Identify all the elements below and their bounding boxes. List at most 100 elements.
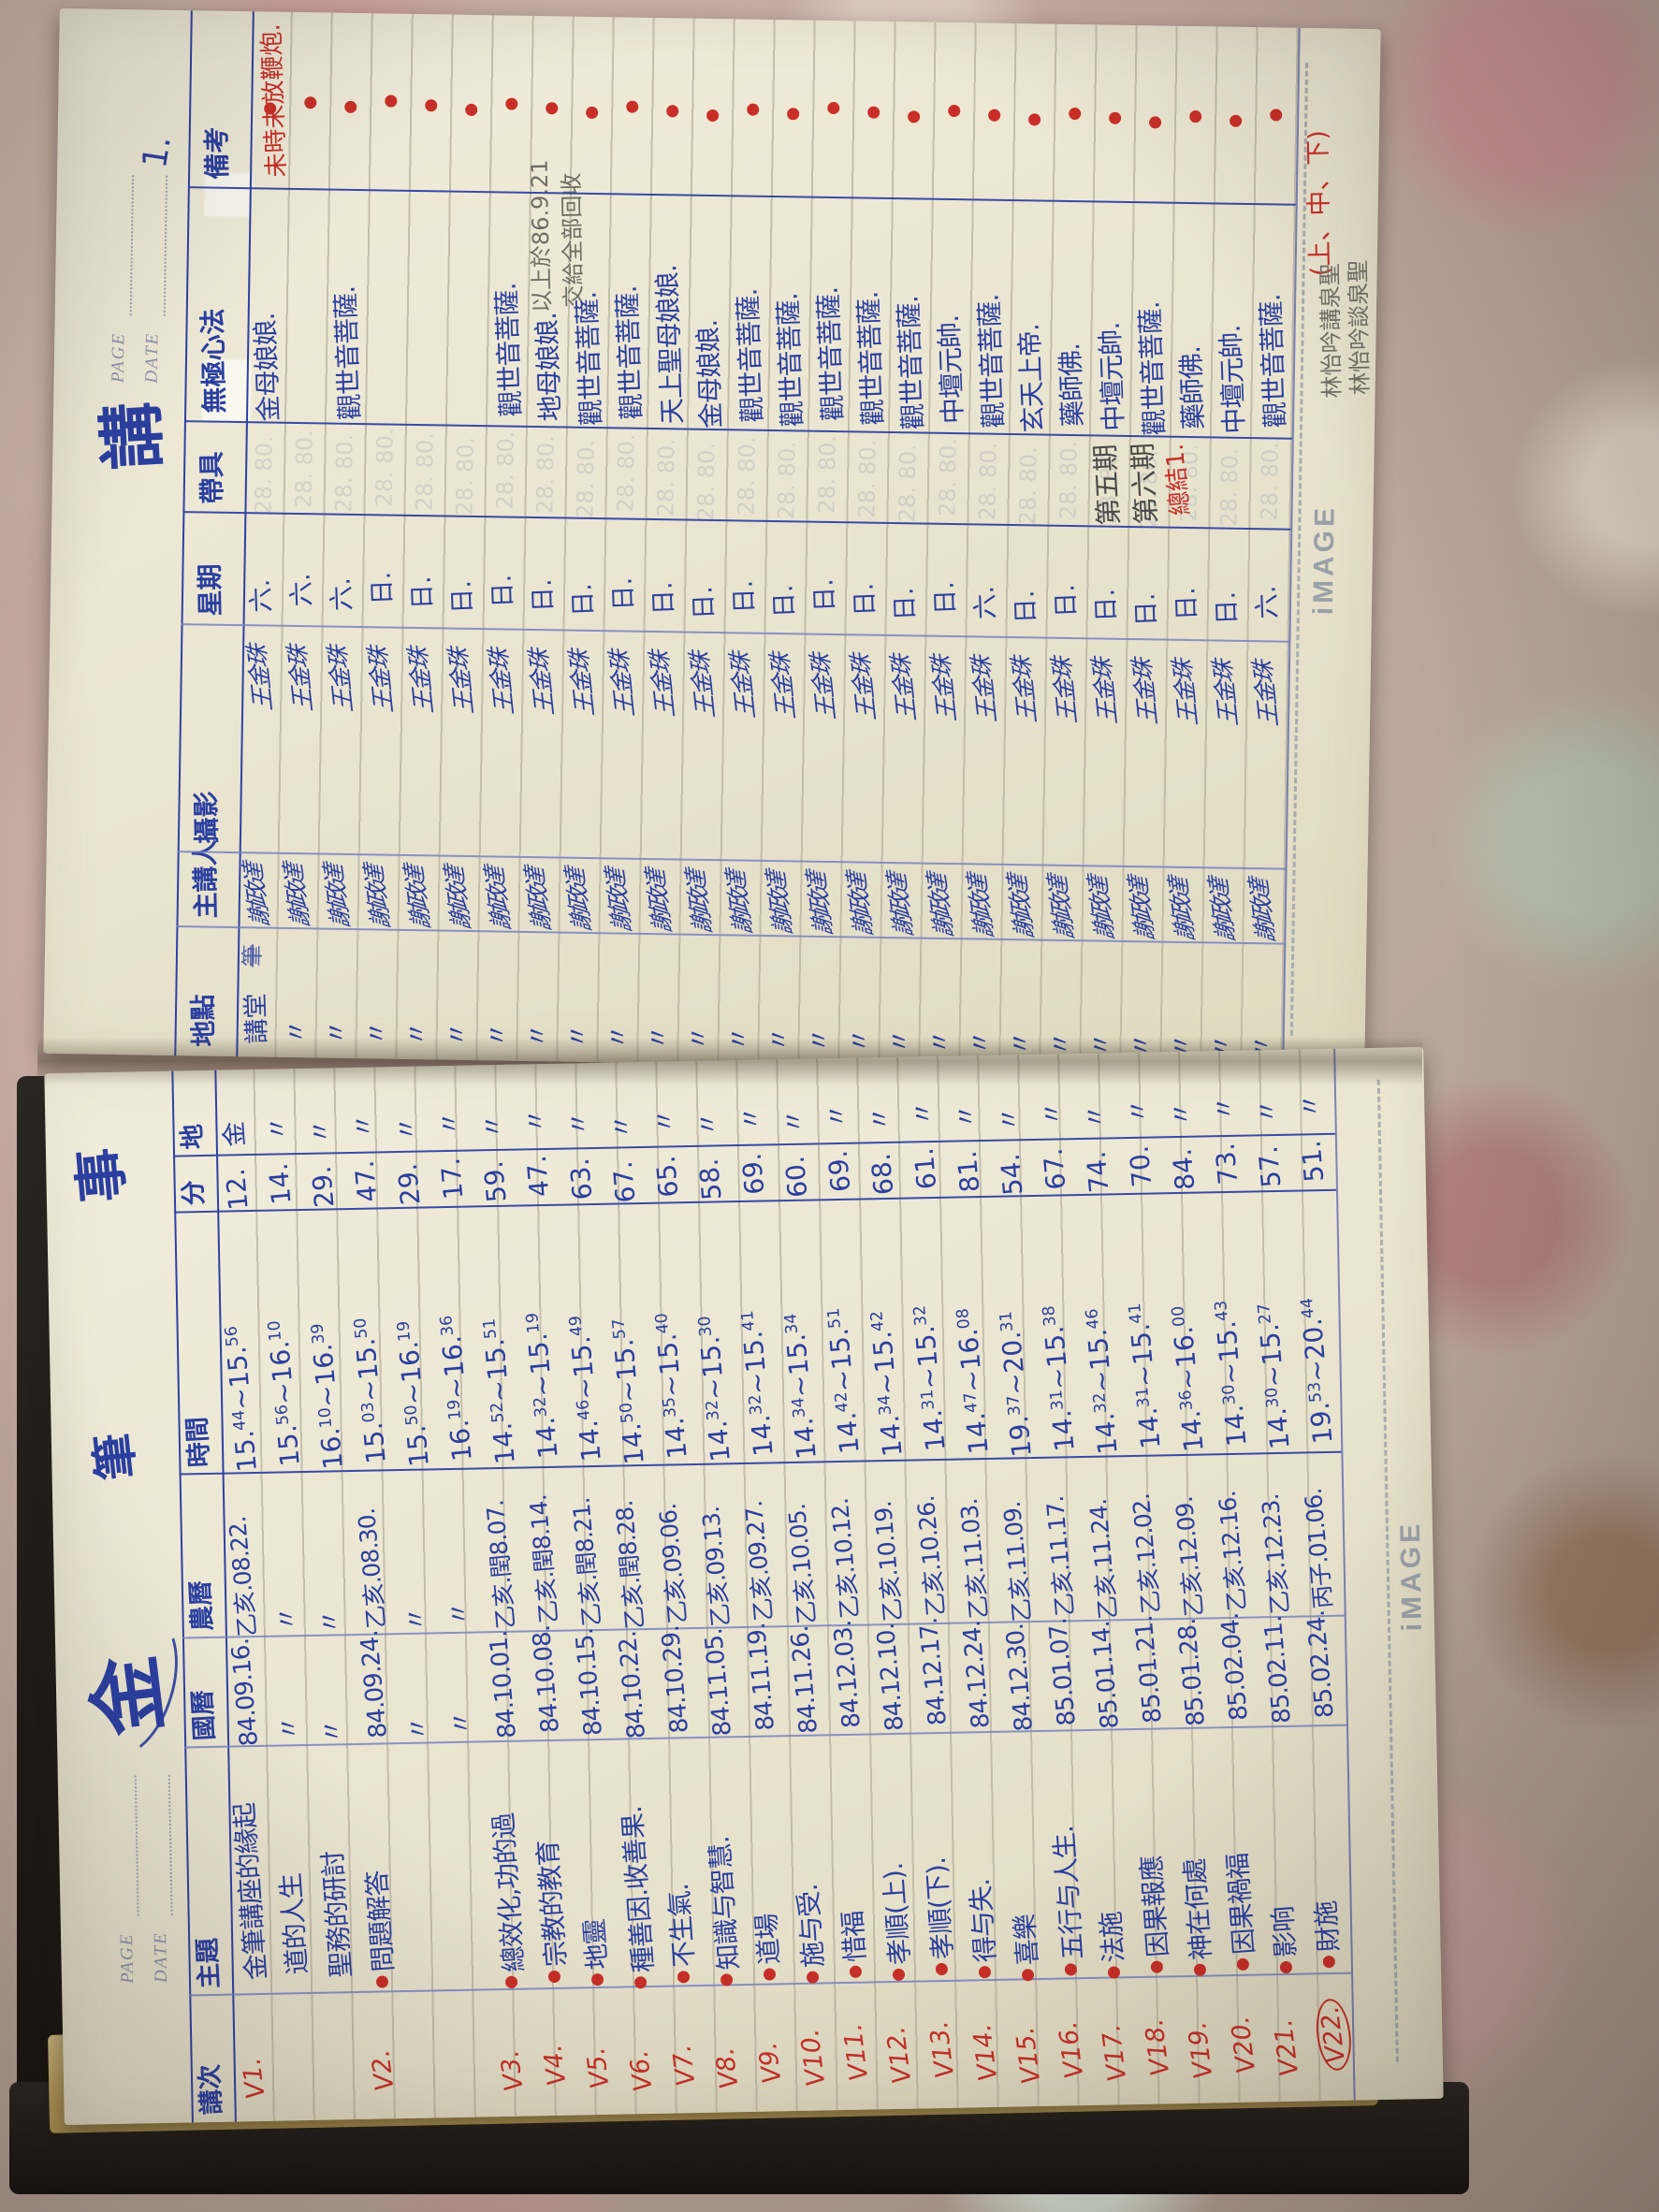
cell-place-row3: 〃	[305, 1117, 337, 1145]
cell-place-row7: 〃	[477, 1113, 509, 1141]
red-remark-row1: 未時未放鞭炮.	[257, 22, 292, 179]
cell-topic-row19: 喜樂	[1009, 1914, 1044, 1967]
cell-dharma-row11: 天上聖母娘娘.	[651, 264, 689, 425]
cell-topic-row17: 孝順(下).	[920, 1856, 959, 1961]
remark-red-dot-row22	[1109, 111, 1122, 124]
margin-title-pen: 筆	[85, 1430, 145, 1483]
remark-red-dot-row14	[787, 108, 800, 121]
cell-minutes-row14: 60.	[779, 1154, 814, 1200]
cell-topic-row11: 不生氣.	[662, 1883, 701, 1969]
cell-minutes-row15: 69.	[822, 1149, 857, 1194]
cell-topic-row21: 法施	[1095, 1911, 1130, 1964]
cell-minutes-row5: 29.	[391, 1161, 427, 1207]
remark-red-dot-row11	[666, 105, 679, 118]
cell-solar-date-row2: 〃	[273, 1715, 305, 1742]
cell-minutes-row21: 74.	[1080, 1149, 1115, 1195]
cell-place-row4: 〃	[348, 1112, 380, 1140]
cell-place-row12: 〃	[692, 1110, 724, 1138]
bleedthrough-ghost: 28. 80.	[612, 433, 640, 513]
cell-place-row1: 金	[219, 1120, 251, 1148]
bleedthrough-ghost: 28. 80.	[451, 436, 479, 517]
strikeout-note: 筆	[239, 944, 267, 968]
page-label: PAGE	[116, 1932, 138, 1984]
remark-red-dot-row8	[546, 102, 559, 115]
cell-minutes-row9: 63.	[563, 1157, 599, 1201]
cell-weekday-row25: 日.	[1212, 590, 1243, 626]
cell-minutes-row1: 12.	[219, 1167, 255, 1212]
cell-dharma-row13: 觀世音菩薩.	[732, 288, 768, 424]
header-solar: 國曆	[188, 1689, 220, 1741]
bleedthrough-ghost: 28. 80.	[1014, 446, 1042, 526]
cell-topic-row22: 因果報應	[1135, 1855, 1174, 1958]
cell-minutes-row20: 67.	[1037, 1146, 1072, 1191]
cell-weekday-row11: 日.	[648, 581, 679, 616]
header-photog: 攝影	[190, 791, 223, 844]
right-page-reading-surface: PAGE DATE 1. 講 iMAGE 未時未放鞭炮. 以上於86.9.21 …	[43, 8, 1380, 1074]
remark-red-dot-row1	[264, 102, 277, 115]
cell-place-row6: 〃	[434, 1109, 466, 1138]
remark-red-dot-row19	[988, 109, 1001, 122]
cell-weekday-row26: 六.	[1252, 585, 1283, 619]
cell-place-row25: 〃	[1252, 1098, 1284, 1126]
cell-minutes-row11: 65.	[649, 1154, 685, 1199]
cell-place-row19: 〃	[994, 1105, 1026, 1133]
cell-dharma-row14: 觀世音菩薩.	[772, 292, 808, 428]
cell-dharma-row16: 觀世音菩薩.	[852, 291, 889, 427]
cell-place-row5: 〃	[391, 1114, 423, 1142]
cell-weekday-row16: 日.	[850, 582, 880, 618]
cell-topic-row4: 問題解答	[360, 1870, 400, 1973]
cell-weekday-row22: 日.	[1091, 588, 1122, 623]
remark-red-dot-row17	[908, 110, 921, 124]
margin-title-right-page: 講	[91, 400, 174, 473]
cell-weekday-row9: 日.	[568, 582, 599, 618]
cell-place-row21: 〃	[1080, 1102, 1112, 1130]
bleedthrough-ghost: 28. 80.	[934, 437, 962, 517]
cell-place-row23: 〃	[1166, 1099, 1198, 1128]
cell-place-row22: 〃	[1123, 1097, 1155, 1125]
cell-place-row26: 〃	[1295, 1092, 1327, 1120]
bleedthrough-ghost: 28. 80.	[894, 444, 922, 523]
cell-minutes-row24: 73.	[1209, 1142, 1244, 1186]
lecture-number-V9: V9.	[753, 2040, 788, 2086]
cell-place-row8: 〃	[520, 1107, 552, 1135]
bleedthrough-ghost: 28. 80.	[853, 439, 881, 518]
remark-red-dot-row7	[505, 97, 518, 110]
cell-place-row18: 〃	[951, 1102, 982, 1130]
cell-lunar-date-row5: 〃	[400, 1606, 432, 1634]
lecture-number-V5: V5.	[581, 2045, 616, 2090]
cell-dharma-row24: 藥師佛.	[1175, 345, 1210, 430]
cell-dharma-row25: 中壇元帥.	[1215, 325, 1250, 435]
cell-minutes-row17: 61.	[908, 1146, 943, 1191]
cell-topic-row25: 影响	[1267, 1905, 1302, 1959]
cell-weekday-row12: 日.	[689, 585, 720, 620]
bleedthrough-ghost: 28. 80.	[411, 431, 439, 512]
bleedthrough-ghost: 28. 80.	[572, 439, 600, 519]
cell-topic-row23: 神在何處	[1178, 1857, 1217, 1961]
cell-dharma-row17: 觀世音菩薩.	[893, 295, 929, 430]
notebook-page-right: PAGE DATE 1. 講 iMAGE 未時未放鞭炮. 以上於86.9.21 …	[43, 7, 1381, 1075]
cell-place-row24: 〃	[1209, 1095, 1241, 1123]
cell-minutes-row26: 51.	[1295, 1139, 1331, 1184]
cell-minutes-row10: 67.	[606, 1159, 642, 1204]
remark-red-dot-row20	[1028, 113, 1041, 126]
cell-place-row11: 〃	[649, 1107, 681, 1135]
red-note-upper-middle-lower: (上、中、下)	[1303, 129, 1336, 277]
cell-minutes-row3: 29.	[305, 1164, 341, 1209]
header-time: 時間	[182, 1416, 215, 1468]
page-label: PAGE	[108, 331, 129, 384]
margin-title-matter: 事	[66, 1144, 136, 1205]
notebook-page-left: PAGE DATE 金 筆 事 iMAGE 講次 主題 國曆 農曆 時間分地 V1. 金筆講…	[44, 1046, 1444, 2126]
remark-red-dot-row5	[425, 99, 438, 112]
remark-red-dot-row25	[1230, 114, 1243, 127]
cell-dharma-row8: 地母娘娘.	[531, 312, 567, 422]
lecture-number-V7: V7.	[667, 2043, 702, 2088]
cell-place-row10: 〃	[606, 1113, 638, 1141]
cell-dharma-row26: 觀世音菩薩.	[1255, 293, 1291, 429]
notebook-spine-shadow	[37, 1037, 1422, 1085]
cell-minutes-row13: 69.	[735, 1151, 771, 1197]
bleedthrough-ghost: 28. 80.	[1055, 440, 1083, 520]
cell-dharma-row12: 金母娘娘.	[691, 319, 727, 429]
bleedthrough-ghost: 28. 80.	[692, 442, 720, 522]
date-label: DATE	[141, 331, 163, 384]
cell-place-row15: 〃	[822, 1101, 853, 1130]
